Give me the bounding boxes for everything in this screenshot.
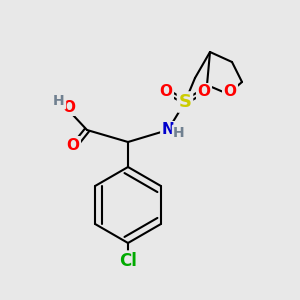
Text: H: H bbox=[173, 126, 185, 140]
Text: O: O bbox=[67, 137, 80, 152]
Text: O: O bbox=[224, 85, 236, 100]
Text: S: S bbox=[178, 93, 191, 111]
Text: N: N bbox=[162, 122, 174, 137]
Text: H: H bbox=[53, 94, 65, 108]
Text: O: O bbox=[160, 85, 172, 100]
Text: O: O bbox=[197, 85, 211, 100]
Text: O: O bbox=[62, 100, 76, 115]
Text: Cl: Cl bbox=[119, 252, 137, 270]
